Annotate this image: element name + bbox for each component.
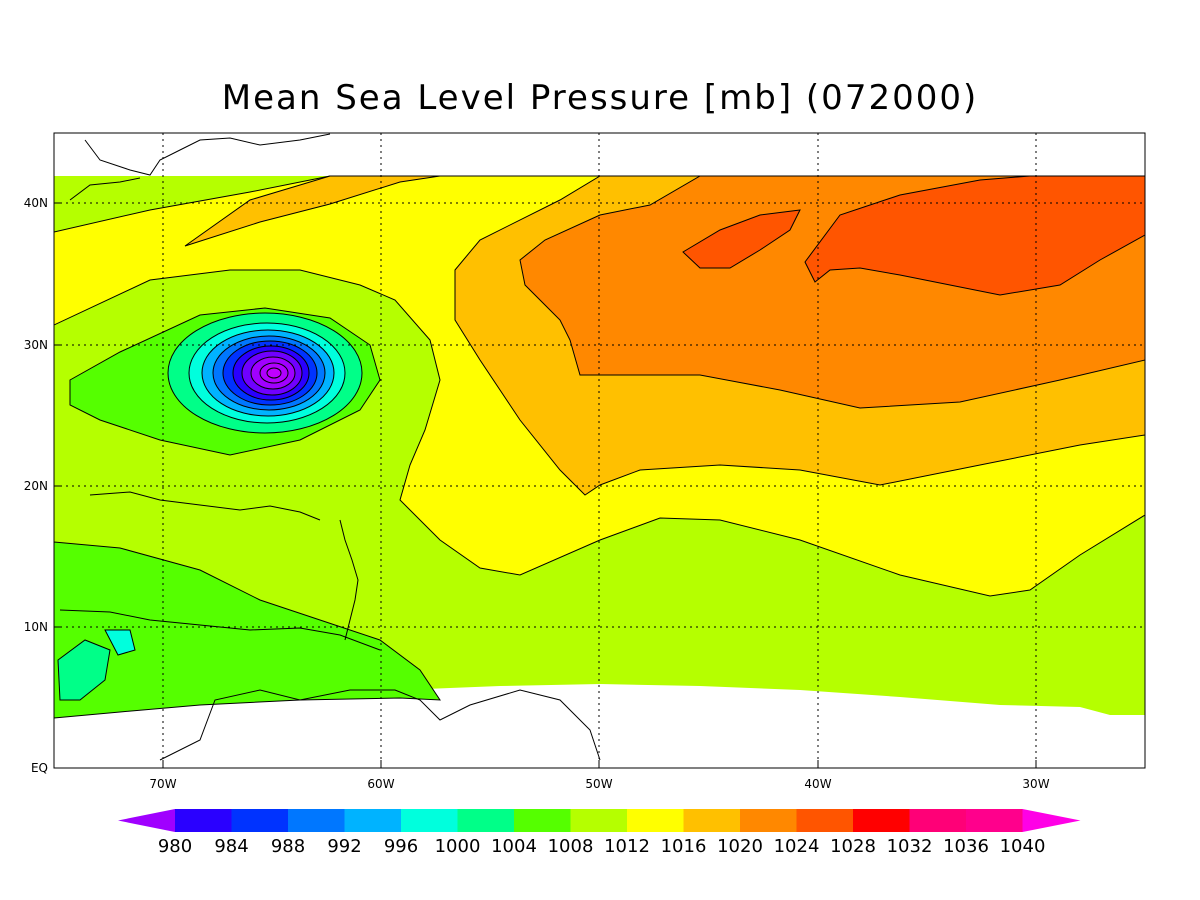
y-tick-label: 10N: [24, 620, 48, 634]
colorbar-swatch: [288, 809, 345, 832]
tick-marks: [54, 202, 1037, 769]
colorbar-level-label: 1012: [604, 836, 650, 857]
colorbar-level-label: 1004: [491, 836, 537, 857]
colorbar-level-label: 996: [384, 836, 418, 857]
x-tick-label: 40W: [804, 777, 831, 791]
x-tick-label: 60W: [367, 777, 394, 791]
colorbar-level-label: 980: [158, 836, 192, 857]
colorbar-swatch: [401, 809, 458, 832]
colorbar-level-label: 992: [327, 836, 361, 857]
colorbar-swatch: [909, 809, 966, 832]
colorbar-swatch: [740, 809, 797, 832]
colorbar-swatch: [514, 809, 571, 832]
colorbar-level-label: 1000: [435, 836, 481, 857]
colorbar-swatch: [683, 809, 740, 832]
colorbar-level-label: 1036: [943, 836, 989, 857]
colorbar-swatch: [966, 809, 1023, 832]
colorbar-level-label: 1040: [1000, 836, 1046, 857]
coastline-venezuela: [59, 609, 381, 651]
y-tick-label: 40N: [24, 196, 48, 210]
coastlines: [59, 133, 601, 761]
colorbar: 980 984 988 992 996 1000 1004 1008 1012 1016 1020 1…: [118, 809, 1081, 857]
colorbar-swatch: [457, 809, 514, 832]
field-1004-b: [104, 629, 136, 656]
colorbar-swatch: [627, 809, 684, 832]
colorbar-swatch: [231, 809, 288, 832]
field-1004: [57, 639, 111, 701]
coastline-lesser-antilles: [339, 519, 359, 641]
colorbar-swatch: [570, 809, 627, 832]
x-axis-labels: 70W 60W 50W 40W 30W: [149, 777, 1049, 791]
colorbar-level-label: 1016: [661, 836, 707, 857]
coastline-nova-scotia: [69, 177, 141, 201]
colorbar-level-label: 984: [214, 836, 248, 857]
colorbar-swatch: [796, 809, 853, 832]
colorbar-arrow-min: [118, 809, 175, 832]
colorbar-swatch: [853, 809, 910, 832]
colorbar-swatch: [175, 809, 232, 832]
field-1028-b: [804, 175, 1145, 296]
coastline-north-america: [84, 133, 331, 176]
x-tick-label: 50W: [585, 777, 612, 791]
coastline-greater-antilles: [89, 491, 321, 521]
colorbar-level-label: 988: [271, 836, 305, 857]
colorbar-level-label: 1024: [774, 836, 820, 857]
colorbar-level-label: 1020: [717, 836, 763, 857]
colorbar-level-label: 1032: [887, 836, 933, 857]
gridlines: [54, 133, 1145, 768]
coastline-south-america: [159, 689, 601, 761]
y-tick-label: 20N: [24, 479, 48, 493]
field-1028-a: [682, 209, 801, 269]
map-title: Mean Sea Level Pressure [mb] (072000): [221, 78, 979, 118]
y-axis-labels: 40N 30N 20N 10N EQ: [24, 196, 48, 775]
colorbar-level-label: 1028: [830, 836, 876, 857]
colorbar-level-label: 1008: [548, 836, 594, 857]
field-1016-north: [184, 175, 441, 247]
x-tick-label: 70W: [149, 777, 176, 791]
x-tick-label: 30W: [1022, 777, 1049, 791]
low-pressure-center: [167, 312, 363, 434]
colorbar-swatch: [344, 809, 401, 832]
colorbar-arrow-max: [1022, 809, 1081, 832]
y-tick-label: EQ: [31, 761, 48, 775]
y-tick-label: 30N: [24, 338, 48, 352]
